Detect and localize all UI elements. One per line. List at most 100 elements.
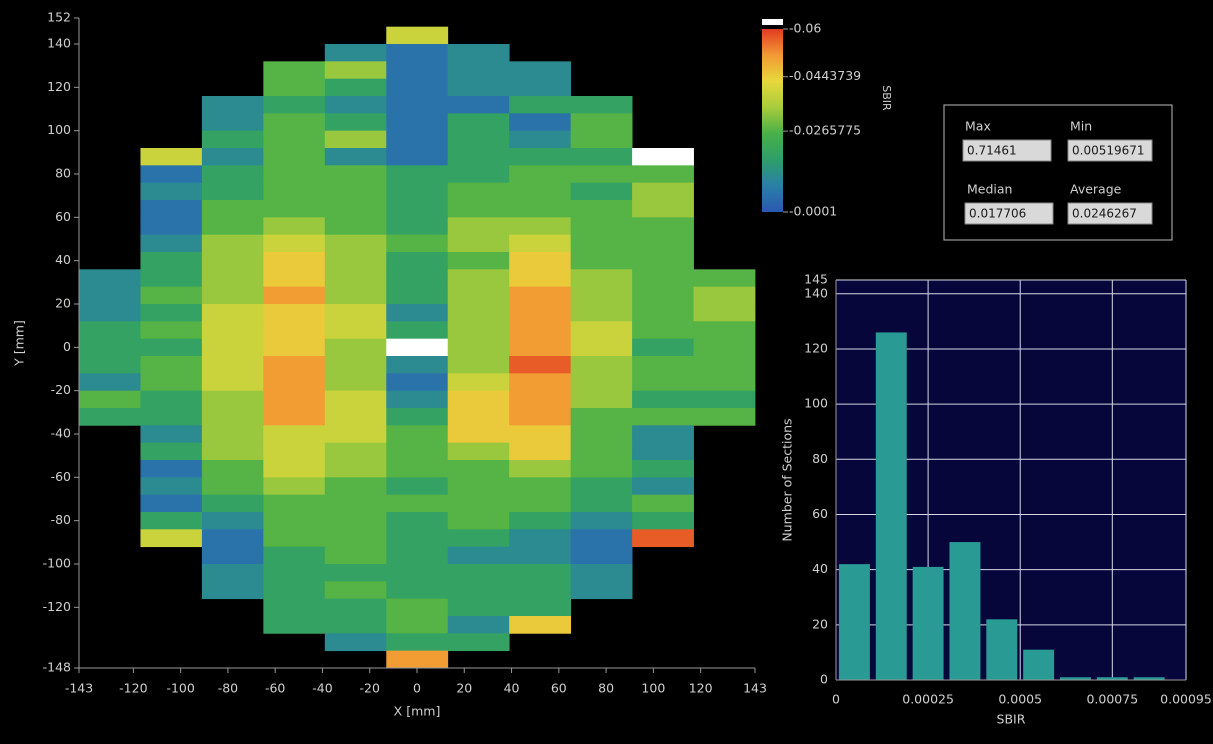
heat-cell <box>263 460 326 478</box>
heat-cell <box>386 650 449 669</box>
stat-field <box>1067 202 1153 225</box>
heat-cell <box>324 598 387 617</box>
heat-cell <box>140 182 203 201</box>
heat-cell <box>693 373 756 392</box>
y-tick-label: 145 <box>804 272 828 287</box>
heat-cell <box>324 529 387 548</box>
heat-cell <box>509 460 572 478</box>
stats-panel <box>943 104 1173 241</box>
heat-cell <box>509 130 572 149</box>
heat-cell <box>632 321 694 340</box>
heat-cell <box>201 234 264 253</box>
heat-cell <box>509 425 572 444</box>
heat-cell <box>386 304 449 322</box>
heat-cell <box>570 217 633 236</box>
heat-cell <box>263 269 326 288</box>
heat-cell <box>140 148 203 166</box>
heat-cell <box>447 598 510 617</box>
heat-cell <box>324 512 387 530</box>
x-tick-label: -20 <box>360 681 380 696</box>
heat-cell <box>509 477 572 496</box>
x-tick-label: 0.00095 <box>1160 692 1212 707</box>
heat-cell <box>386 113 449 132</box>
heat-cell <box>386 165 449 184</box>
x-tick-label: 0.00025 <box>902 692 954 707</box>
heat-cell <box>447 148 510 166</box>
bar <box>949 542 981 680</box>
heat-cell <box>79 304 141 322</box>
heat-cell <box>263 408 326 426</box>
bar <box>1096 677 1128 680</box>
x-tick-label: -143 <box>65 681 93 696</box>
heat-cell <box>570 148 633 166</box>
heat-cell <box>386 269 449 288</box>
y-tick-label: 80 <box>812 451 828 466</box>
x-tick-label: 40 <box>504 681 520 696</box>
heat-cell <box>324 165 387 184</box>
heat-cell <box>324 130 387 149</box>
x-tick-label: 100 <box>641 681 665 696</box>
heat-cell <box>632 304 694 322</box>
heat-cell <box>570 529 633 548</box>
heat-cell <box>447 304 510 322</box>
heat-cell <box>447 130 510 149</box>
heat-cell <box>570 96 633 114</box>
heat-cell <box>447 182 510 201</box>
heat-cell <box>201 442 264 461</box>
x-tick-label: -120 <box>119 681 147 696</box>
heat-cell <box>632 512 694 530</box>
heat-cell <box>263 252 326 270</box>
heat-cell <box>632 408 694 426</box>
heat-cell <box>201 217 264 236</box>
heat-cell <box>140 477 203 496</box>
y-tick-label: 120 <box>804 340 828 355</box>
heat-cell <box>140 217 203 236</box>
y-tick-label: 0 <box>63 339 71 354</box>
heat-cell <box>201 200 264 218</box>
heat-cell <box>386 477 449 496</box>
heat-cell <box>632 338 694 357</box>
heat-cell <box>632 200 694 218</box>
heat-cell <box>447 356 510 374</box>
heat-cell <box>201 304 264 322</box>
heat-cell <box>386 61 449 80</box>
heat-cell <box>140 442 203 461</box>
heat-cell <box>447 269 510 288</box>
heat-cell <box>324 96 387 114</box>
colorbar-tick-label: -0.0443739 <box>789 68 861 83</box>
heat-cell <box>324 286 387 305</box>
heat-cell <box>263 304 326 322</box>
heat-cell <box>140 338 203 357</box>
heat-cell <box>201 356 264 374</box>
heat-cell <box>386 182 449 201</box>
heat-cell <box>324 338 387 357</box>
heat-cell <box>140 321 203 340</box>
heat-cell <box>263 113 326 132</box>
heat-cell <box>632 494 694 513</box>
heat-cell <box>570 286 633 305</box>
heat-cell <box>570 165 633 184</box>
heat-cell <box>324 321 387 340</box>
heat-cell <box>509 78 572 97</box>
heat-cell <box>509 113 572 132</box>
heat-cell <box>324 408 387 426</box>
heat-cell <box>632 165 694 184</box>
heat-cell <box>570 130 633 149</box>
heat-cell <box>386 564 449 582</box>
heat-cell <box>509 512 572 530</box>
heat-cell <box>570 113 633 132</box>
heat-cell <box>324 616 387 634</box>
heat-cell <box>386 78 449 97</box>
bar <box>986 619 1018 680</box>
heat-cell <box>570 581 633 600</box>
heat-cell <box>447 460 510 478</box>
y-tick-label: 140 <box>47 36 71 51</box>
heat-cell <box>570 338 633 357</box>
heat-cell <box>201 477 264 496</box>
stat-value: 0.0246267 <box>1072 207 1137 221</box>
heat-cell <box>263 373 326 392</box>
heat-cell <box>386 321 449 340</box>
y-axis-label: Y [mm] <box>12 320 27 367</box>
colorbar-tick-label: -0.0265775 <box>789 123 861 138</box>
heat-cell <box>693 286 756 305</box>
